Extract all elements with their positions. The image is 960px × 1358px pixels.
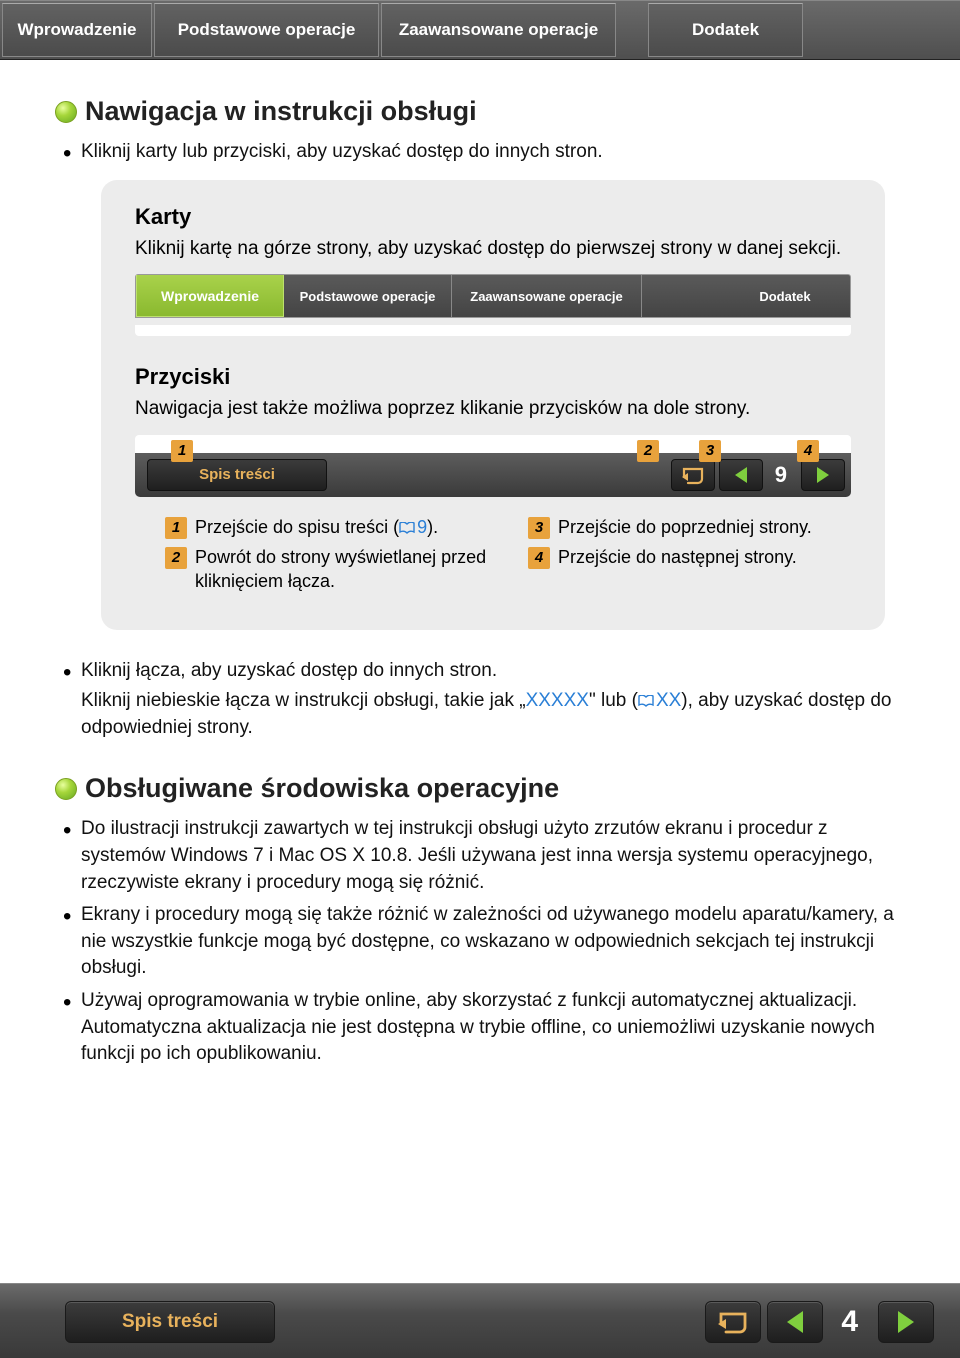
nav-sample-pagenum: 9 [775,462,787,488]
bullet-click-tabs: Kliknij karty lub przyciski, aby uzyskać… [59,139,905,166]
legend-num-4: 4 [528,547,550,569]
tab-intro[interactable]: Wprowadzenie [2,3,152,57]
sample-tab-intro[interactable]: Wprowadzenie [136,275,284,317]
nav-sample-wrap: 1 2 3 4 Spis treści 9 [135,435,851,497]
sample-tab-basic[interactable]: Podstawowe operacje [284,275,452,317]
nav-sample-back-button[interactable] [671,459,715,491]
legend-1-link-text: 9 [417,517,427,537]
example-link-xxxxx[interactable]: XXXXX [526,690,589,711]
legend-num-3: 3 [528,517,550,539]
back-arrow-icon [680,465,706,485]
bullet-icon [55,101,77,123]
callout-1: 1 [171,440,193,462]
example-link-xx[interactable]: XX [638,690,681,711]
env-bullet-2: Ekrany i procedury mogą się także różnić… [59,902,905,982]
legend-1-b: ). [427,517,438,537]
nav-sample-bar: Spis treści 9 [135,453,851,497]
tab-advanced[interactable]: Zaawansowane operacje [381,3,616,57]
section-heading-nav-text: Nawigacja w instrukcji obsługi [85,96,477,127]
legend-text-2: Powrót do strony wyświetlanej przed klik… [195,545,488,594]
env-bullet-3: Używaj oprogramowania w trybie online, a… [59,988,905,1068]
legend-text-3: Przejście do poprzedniej strony. [558,515,812,539]
card-przyciski-text: Nawigacja jest także możliwa poprzez kli… [135,396,851,423]
section-heading-env-text: Obsługiwane środowiska operacyjne [85,773,559,804]
callout-3: 3 [699,440,721,462]
legend-text-4: Przejście do następnej strony. [558,545,797,569]
triangle-right-icon [817,467,829,483]
bullet2-b: " lub ( [589,690,638,711]
nav-sample-next-button[interactable] [801,459,845,491]
nav-sample-top [135,435,851,453]
footer-prev-button[interactable] [767,1301,823,1343]
sample-tab-advanced[interactable]: Zaawansowane operacje [452,275,642,317]
footer-back-button[interactable] [705,1301,761,1343]
card-karty-text: Kliknij kartę na górze strony, aby uzysk… [135,236,851,263]
legend-num-1: 1 [165,517,187,539]
example-link-xx-text: XX [656,690,681,711]
back-arrow-icon [716,1309,750,1335]
bullet-icon [55,778,77,800]
callout-legend: 1 Przejście do spisu treści ( 9). 2 Powró… [135,515,851,600]
env-bullet-1: Do ilustracji instrukcji zawartych w tej… [59,816,905,896]
nav-sample-toc-button[interactable]: Spis treści [147,459,327,491]
tab-basic[interactable]: Podstawowe operacje [154,3,379,57]
triangle-left-icon [787,1311,803,1333]
footer-pagenum: 4 [841,1305,858,1339]
card-karty-title: Karty [135,204,851,230]
footer-next-button[interactable] [878,1301,934,1343]
explainer-card: Karty Kliknij kartę na górze strony, aby… [101,180,885,630]
nav-sample-prev-button[interactable] [719,459,763,491]
card-przyciski-title: Przyciski [135,364,851,390]
bullet-click-links: Kliknij łącza, aby uzyskać dostęp do inn… [59,658,905,742]
sample-tab-bar: Wprowadzenie Podstawowe operacje Zaawans… [135,274,851,318]
tab-appendix[interactable]: Dodatek [648,3,803,57]
callout-2: 2 [637,440,659,462]
section-heading-env: Obsługiwane środowiska operacyjne [55,773,905,804]
callout-4: 4 [797,440,819,462]
bullet2-line2: Kliknij niebieskie łącza w instrukcji ob… [81,688,905,741]
legend-1-a: Przejście do spisu treści ( [195,517,399,537]
top-tab-bar: Wprowadzenie Podstawowe operacje Zaawans… [0,0,960,60]
sample-tab-appendix[interactable]: Dodatek [720,275,850,317]
legend-text-1: Przejście do spisu treści ( 9). [195,515,438,539]
triangle-left-icon [735,467,747,483]
bullet2-line1: Kliknij łącza, aby uzyskać dostęp do inn… [81,660,497,681]
sample-tab-underline [135,325,851,336]
legend-num-2: 2 [165,547,187,569]
footer-toc-button[interactable]: Spis treści [65,1301,275,1343]
bullet2-a: Kliknij niebieskie łącza w instrukcji ob… [81,690,526,711]
triangle-right-icon [898,1311,914,1333]
section-heading-nav: Nawigacja w instrukcji obsługi [55,96,905,127]
legend-1-link[interactable]: 9 [399,517,427,537]
page-body: Nawigacja w instrukcji obsługi Kliknij k… [0,60,960,1068]
footer-nav: Spis treści 4 [0,1294,960,1350]
